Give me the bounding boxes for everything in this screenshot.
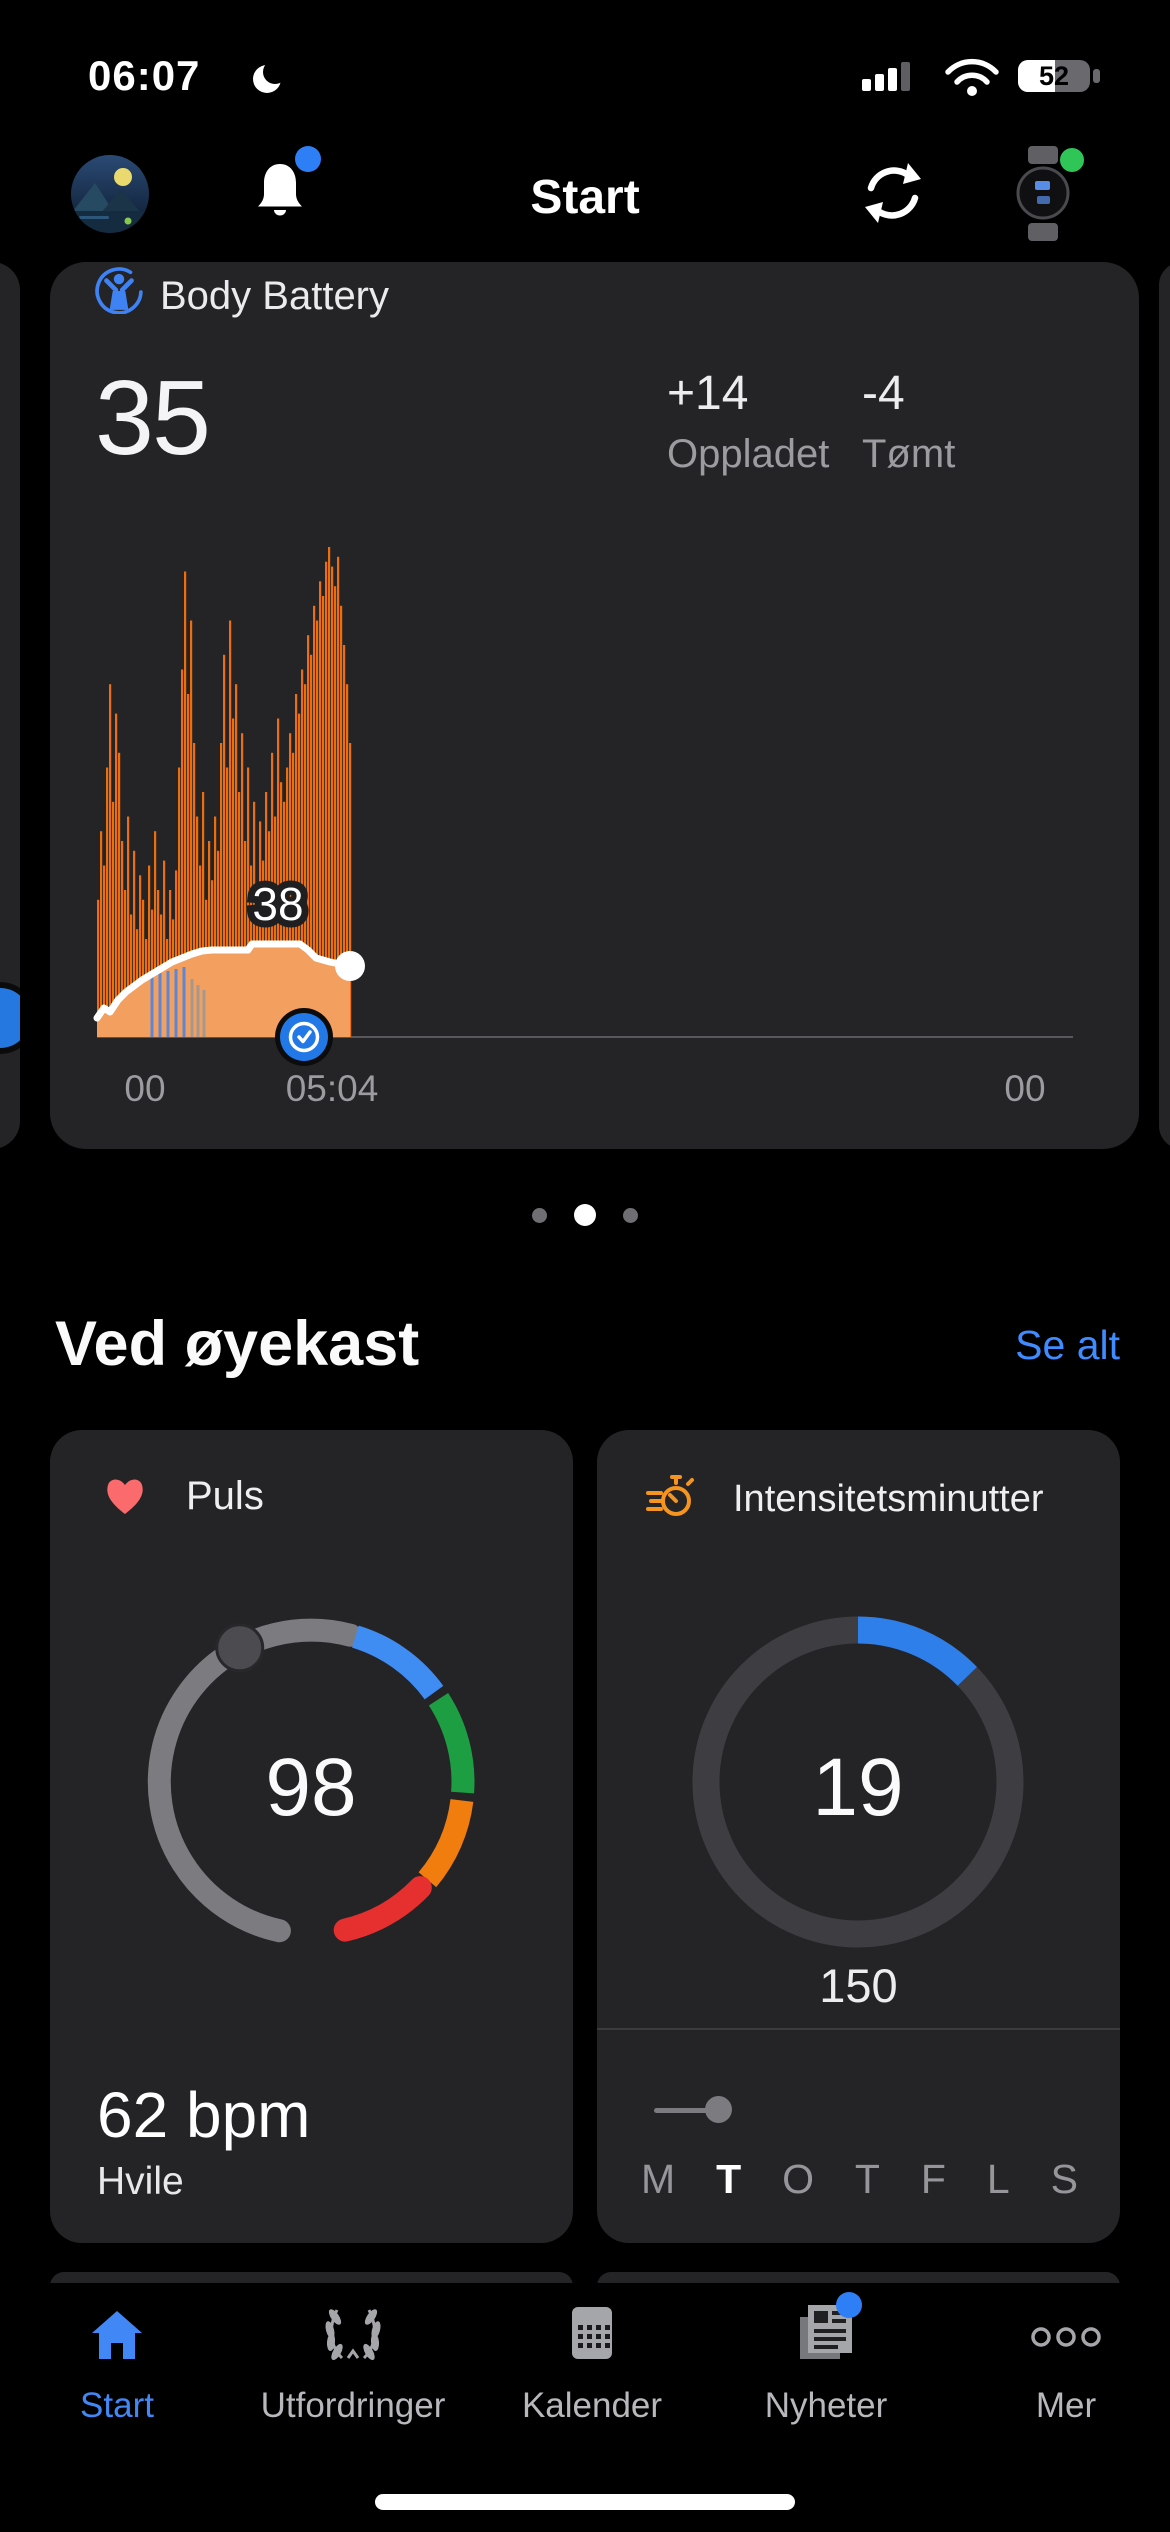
battery-percent: 52	[1039, 61, 1069, 91]
pager-dot[interactable]	[532, 1207, 547, 1223]
heart-rate-gauge	[147, 1618, 475, 1943]
pulse-value: 98	[265, 1742, 357, 1833]
weekday-label: T	[716, 2156, 742, 2202]
tab-mer[interactable]: Mer	[1009, 2297, 1123, 2457]
weekday-label: T	[854, 2156, 880, 2202]
previous-card-marker-icon	[0, 982, 20, 1054]
bell-icon	[258, 164, 302, 216]
laurel-icon	[325, 2309, 381, 2361]
tab-label: Mer	[1035, 2386, 1097, 2425]
timeline-marker-icon[interactable]	[275, 1008, 333, 1066]
page-title: Start	[530, 171, 640, 224]
intensity-title: Intensitetsminutter	[733, 1478, 1044, 1520]
body-battery-chart[interactable]: 38	[50, 520, 1139, 1130]
home-indicator[interactable]	[375, 2494, 795, 2510]
resting-hr-label: Hvile	[97, 2160, 184, 2203]
weekday-label: O	[782, 2156, 814, 2202]
previous-card-sliver[interactable]	[0, 262, 20, 1149]
watch-icon	[1016, 146, 1070, 241]
body-battery-title: Body Battery	[160, 274, 390, 318]
battery-indicator: 52	[1018, 60, 1100, 92]
intensity-ring	[692, 1616, 1024, 1948]
next-card-sliver[interactable]	[1159, 262, 1170, 1149]
glance-heading: Ved øyekast	[55, 1309, 420, 1379]
tab-bar: Start Utford	[0, 2283, 1170, 2532]
gauge-knob	[215, 1623, 265, 1673]
week-progress-track	[654, 2108, 716, 2113]
cellular-signal-icon	[862, 62, 910, 91]
tab-nyheter[interactable]: Nyheter	[765, 2292, 887, 2457]
week-progress-handle[interactable]	[705, 2096, 732, 2123]
resting-hr-value: 62 bpm	[97, 2079, 311, 2151]
body-battery-card[interactable]: Body Battery 35 +14 Oppladet -4 Tømt 38 …	[50, 262, 1139, 1149]
tab-kalender[interactable]: Kalender	[522, 2297, 662, 2457]
weekday-label: S	[1050, 2156, 1078, 2202]
device-button[interactable]	[1008, 146, 1088, 244]
wifi-icon	[945, 58, 999, 96]
body-battery-value: 35	[95, 359, 211, 477]
line-end-dot	[335, 951, 365, 981]
news-badge	[836, 2292, 862, 2318]
body-battery-icon	[95, 267, 143, 314]
intensity-value: 19	[812, 1742, 904, 1833]
tab-label: Utfordringer	[260, 2386, 446, 2425]
avatar[interactable]	[71, 155, 149, 233]
next-row-card-sliver[interactable]	[50, 2272, 573, 2286]
notification-badge	[295, 146, 321, 172]
see-all-link[interactable]: Se alt	[1015, 1322, 1120, 1368]
body-battery-line	[93, 940, 354, 1022]
tab-utfordringer[interactable]: Utfordringer	[261, 2297, 445, 2457]
intensity-goal: 150	[819, 1959, 898, 2012]
tab-label: Kalender	[521, 2386, 663, 2425]
weekday-label: F	[920, 2156, 946, 2202]
tab-label: Nyheter	[764, 2386, 888, 2425]
card-divider	[597, 2028, 1120, 2030]
moon-focus-icon	[253, 60, 287, 93]
tab-start[interactable]: Start	[60, 2297, 174, 2457]
axis-label-marker: 05:04	[285, 1068, 379, 1109]
axis-label-start: 00	[124, 1068, 166, 1109]
rest-bars	[150, 967, 206, 1037]
next-row-card-sliver[interactable]	[597, 2272, 1120, 2286]
status-time: 06:07	[88, 52, 201, 99]
calendar-icon	[572, 2307, 612, 2359]
drained-value: -4	[862, 367, 905, 420]
axis-label-end: 00	[1004, 1068, 1046, 1109]
weekday-label: M	[641, 2156, 676, 2202]
drained-label: Tømt	[862, 432, 956, 476]
stopwatch-icon	[646, 1475, 694, 1516]
pager-dot[interactable]	[574, 1204, 596, 1226]
pager-dot[interactable]	[623, 1207, 638, 1223]
carousel-pager[interactable]	[0, 1203, 1170, 1227]
pulse-title: Puls	[186, 1474, 264, 1518]
home-icon	[92, 2311, 142, 2359]
more-icon	[1031, 2327, 1101, 2347]
notifications-button[interactable]	[251, 146, 321, 228]
sync-button[interactable]	[858, 158, 928, 228]
device-connected-badge	[1060, 148, 1084, 172]
charged-value: +14	[667, 367, 749, 420]
pulse-card[interactable]: Puls 98 62 bpm Hvile	[50, 1430, 573, 2243]
heart-icon	[107, 1479, 143, 1514]
bb-marker-value: 38	[252, 878, 303, 930]
tab-label: Start	[80, 2386, 154, 2425]
charged-label: Oppladet	[667, 432, 830, 476]
weekday-label: L	[986, 2156, 1010, 2202]
